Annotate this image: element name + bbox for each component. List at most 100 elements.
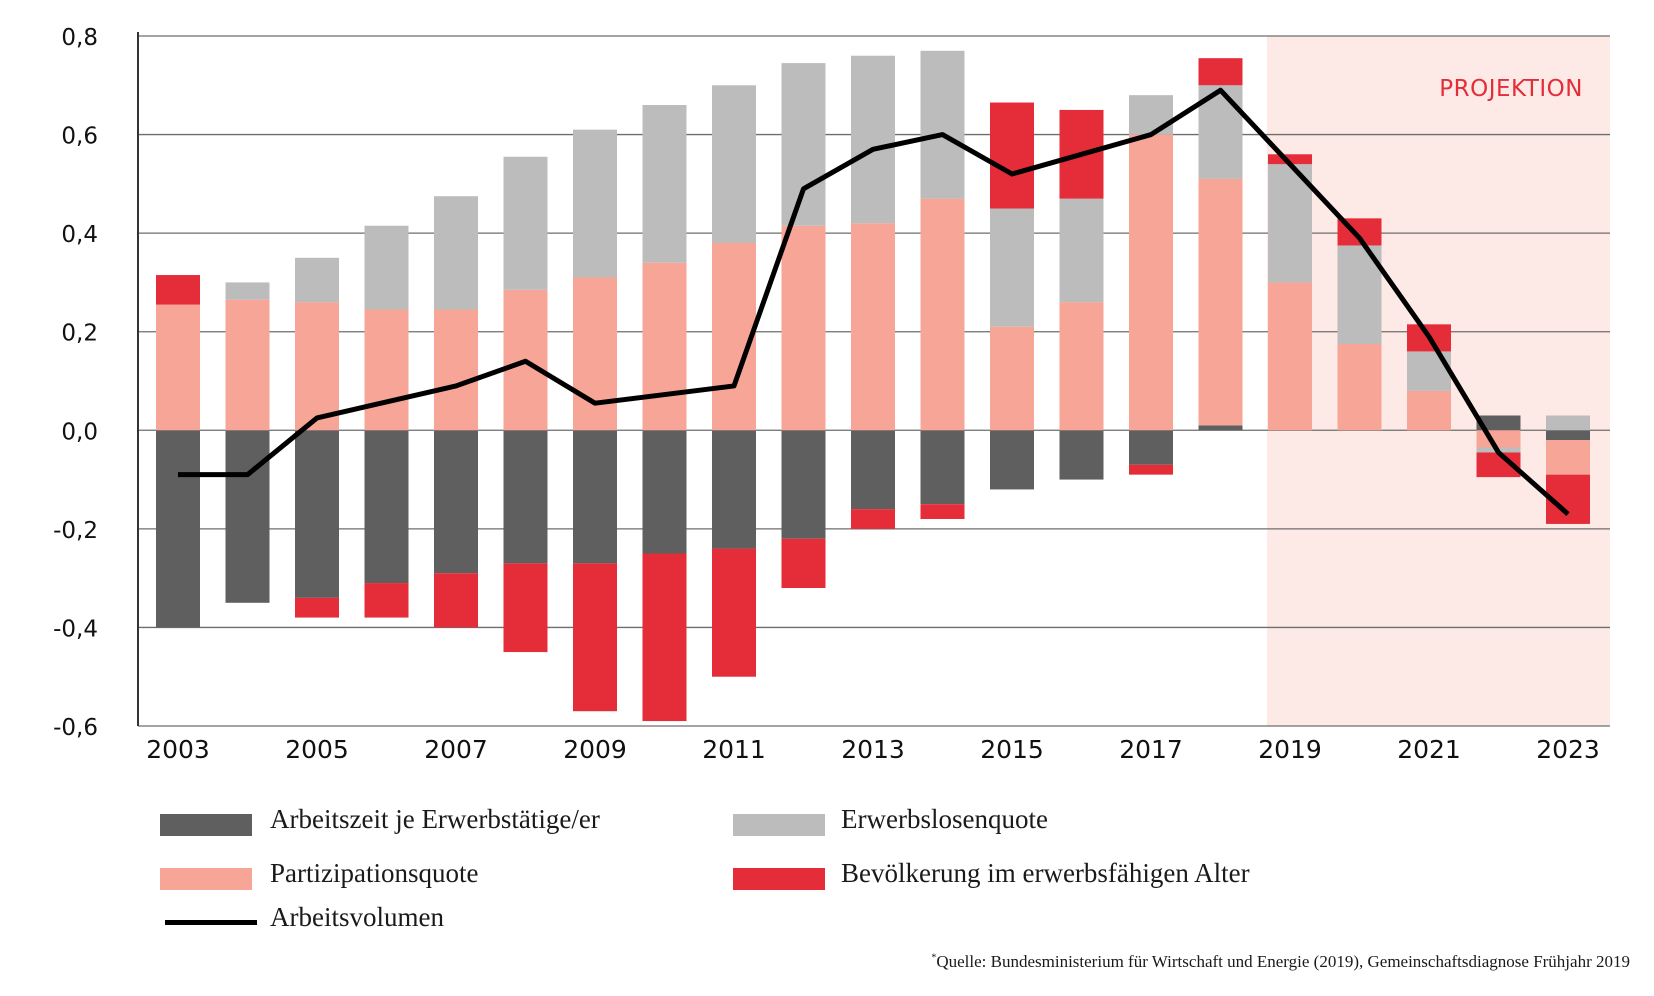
bar-segment (1546, 415, 1590, 431)
bar-segment (364, 225, 409, 310)
bar-segment (434, 573, 478, 628)
bar-segment (712, 548, 756, 677)
bar-segment (1129, 95, 1173, 135)
source-marker: * (931, 952, 937, 964)
bar-segment (434, 309, 478, 431)
x-tick-label: 2011 (702, 735, 766, 764)
bar-segment (781, 430, 826, 539)
y-tick-label: -0,6 (53, 715, 98, 741)
bar-segment (225, 430, 270, 603)
legend-swatch-arbeitszeit (160, 814, 252, 836)
x-tick-label: 2021 (1397, 735, 1461, 764)
bar-segment (295, 302, 339, 431)
bar-segment (503, 430, 548, 564)
bar-segment (1268, 282, 1312, 431)
bar-segment (642, 262, 687, 431)
bar-segment (573, 277, 617, 431)
legend-swatch-erwerbslosenquote (733, 814, 825, 836)
y-tick-label: 0,8 (61, 25, 98, 51)
bar-segment (642, 430, 687, 554)
bar-segment (364, 430, 409, 584)
projection-label: PROJEKTION (1439, 76, 1583, 102)
bar-segment (1407, 390, 1451, 431)
bar-segment (1546, 430, 1590, 441)
bar-segment (1059, 430, 1104, 480)
bar-segment (920, 50, 965, 199)
bar-segment (712, 85, 756, 244)
bar-segment (295, 597, 339, 618)
bar-segment (712, 243, 756, 431)
source-note: *Quelle: Bundesministerium für Wirtschaf… (931, 952, 1630, 972)
legend-label-partizipationsquote: Partizipationsquote (270, 858, 479, 888)
bar-segment (642, 105, 687, 263)
bar-segment (781, 538, 826, 588)
bar-segment (503, 156, 548, 290)
x-tick-label: 2003 (146, 735, 210, 764)
x-tick-label: 2017 (1119, 735, 1183, 764)
bar-segment (225, 299, 270, 431)
bar-segment (920, 198, 965, 431)
bar-segment (1198, 425, 1243, 431)
bar-segment (573, 563, 617, 712)
bar-segment (503, 563, 548, 653)
legend-label-arbeitsvolumen: Arbeitsvolumen (270, 902, 444, 932)
bar-segment (295, 257, 339, 303)
bar-segment (990, 208, 1034, 327)
x-tick-label: 2005 (285, 735, 349, 764)
legend-label-arbeitszeit: Arbeitszeit je Erwerbstätige/er (270, 804, 600, 834)
x-tick-label: 2009 (563, 735, 627, 764)
x-tick-label: 2015 (980, 735, 1044, 764)
bar-segment (1129, 430, 1173, 465)
y-tick-label: 0,6 (61, 124, 98, 150)
bar-segment (573, 430, 617, 564)
y-axis-ticks: 0,8 0,6 0,4 0,2 0,0 -0,2 -0,4 -0,6 (53, 25, 98, 741)
bar-segment (1198, 58, 1243, 86)
bar-segment (781, 63, 826, 226)
source-text: Quelle: Bundesministerium für Wirtschaft… (936, 952, 1630, 971)
bar-segment (712, 430, 756, 549)
bar-segment (156, 430, 200, 628)
x-tick-label: 2023 (1536, 735, 1600, 764)
bars (156, 50, 1590, 722)
y-tick-label: 0,4 (61, 222, 98, 248)
legend-label-bevoelkerung: Bevölkerung im erwerbsfähigen Alter (841, 858, 1250, 888)
bar-segment (434, 196, 478, 310)
bar-segment (1407, 351, 1451, 391)
bar-segment (990, 102, 1034, 209)
arbeitsvolumen-line (178, 87, 1570, 516)
bar-segment (990, 326, 1034, 431)
x-tick-label: 2013 (841, 735, 905, 764)
bar-segment (781, 225, 826, 431)
legend-swatch-partizipationsquote (160, 868, 252, 890)
bar-segment (851, 223, 895, 431)
x-tick-label: 2019 (1258, 735, 1322, 764)
bar-segment (1546, 440, 1590, 475)
bar-segment (920, 430, 965, 505)
y-tick-label: -0,4 (53, 616, 98, 642)
bar-segment (1268, 164, 1312, 283)
y-tick-label: 0,0 (61, 419, 98, 445)
bar-segment (1059, 302, 1104, 431)
bar-segment (1129, 464, 1173, 475)
bar-segment (1268, 154, 1312, 165)
bar-segment (851, 509, 895, 529)
bar-segment (364, 309, 409, 431)
bar-segment (851, 55, 895, 224)
bar-segment (156, 304, 200, 431)
y-tick-label: 0,2 (61, 321, 98, 347)
bar-segment (364, 583, 409, 618)
bar-segment (851, 430, 895, 510)
bar-segment (990, 430, 1034, 490)
bar-segment (156, 275, 200, 305)
bar-segment (434, 430, 478, 574)
legend-swatch-bevoelkerung (733, 868, 825, 890)
bar-segment (1337, 344, 1382, 431)
bar-segment (1198, 178, 1243, 426)
bar-segment (225, 282, 270, 300)
bar-segment (1476, 430, 1521, 448)
bar-segment (1059, 198, 1104, 303)
x-axis-ticks: 2003 2005 2007 2009 2011 2013 2015 2017 2019 2021… (146, 735, 1600, 764)
legend-label-erwerbslosenquote: Erwerbslosenquote (841, 804, 1048, 834)
bar-segment (573, 129, 617, 278)
